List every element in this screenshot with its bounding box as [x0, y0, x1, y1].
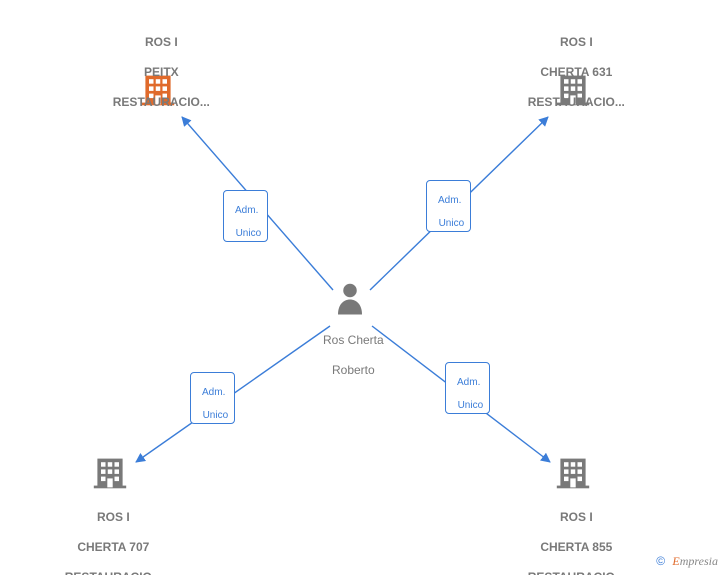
- center-node-label: Ros Cherta Roberto: [310, 318, 390, 378]
- building-icon: [92, 455, 128, 491]
- edge-label: Adm. Unico: [426, 180, 471, 232]
- building-icon: [555, 455, 591, 491]
- edge-label: Adm. Unico: [445, 362, 490, 414]
- watermark-brand-first: E: [672, 554, 679, 568]
- node-label-bl: ROS I CHERTA 707 RESTAURACIO...: [50, 495, 170, 575]
- center-label-line2: Roberto: [332, 363, 375, 377]
- node-label-br: ROS I CHERTA 855 RESTAURACIO...: [513, 495, 633, 575]
- edge-label: Adm. Unico: [190, 372, 235, 424]
- copyright-symbol: ©: [656, 554, 665, 568]
- node-label-tr: ROS I CHERTA 631 RESTAURACIO...: [513, 20, 633, 110]
- watermark-brand-rest: mpresia: [680, 554, 718, 568]
- node-label-tl: ROS I PEITX RESTAURACIO...: [98, 20, 218, 110]
- center-label-line1: Ros Cherta: [323, 333, 384, 347]
- watermark: © Empresia: [656, 554, 718, 569]
- person-icon: [335, 281, 365, 315]
- edge-label: Adm. Unico: [223, 190, 268, 242]
